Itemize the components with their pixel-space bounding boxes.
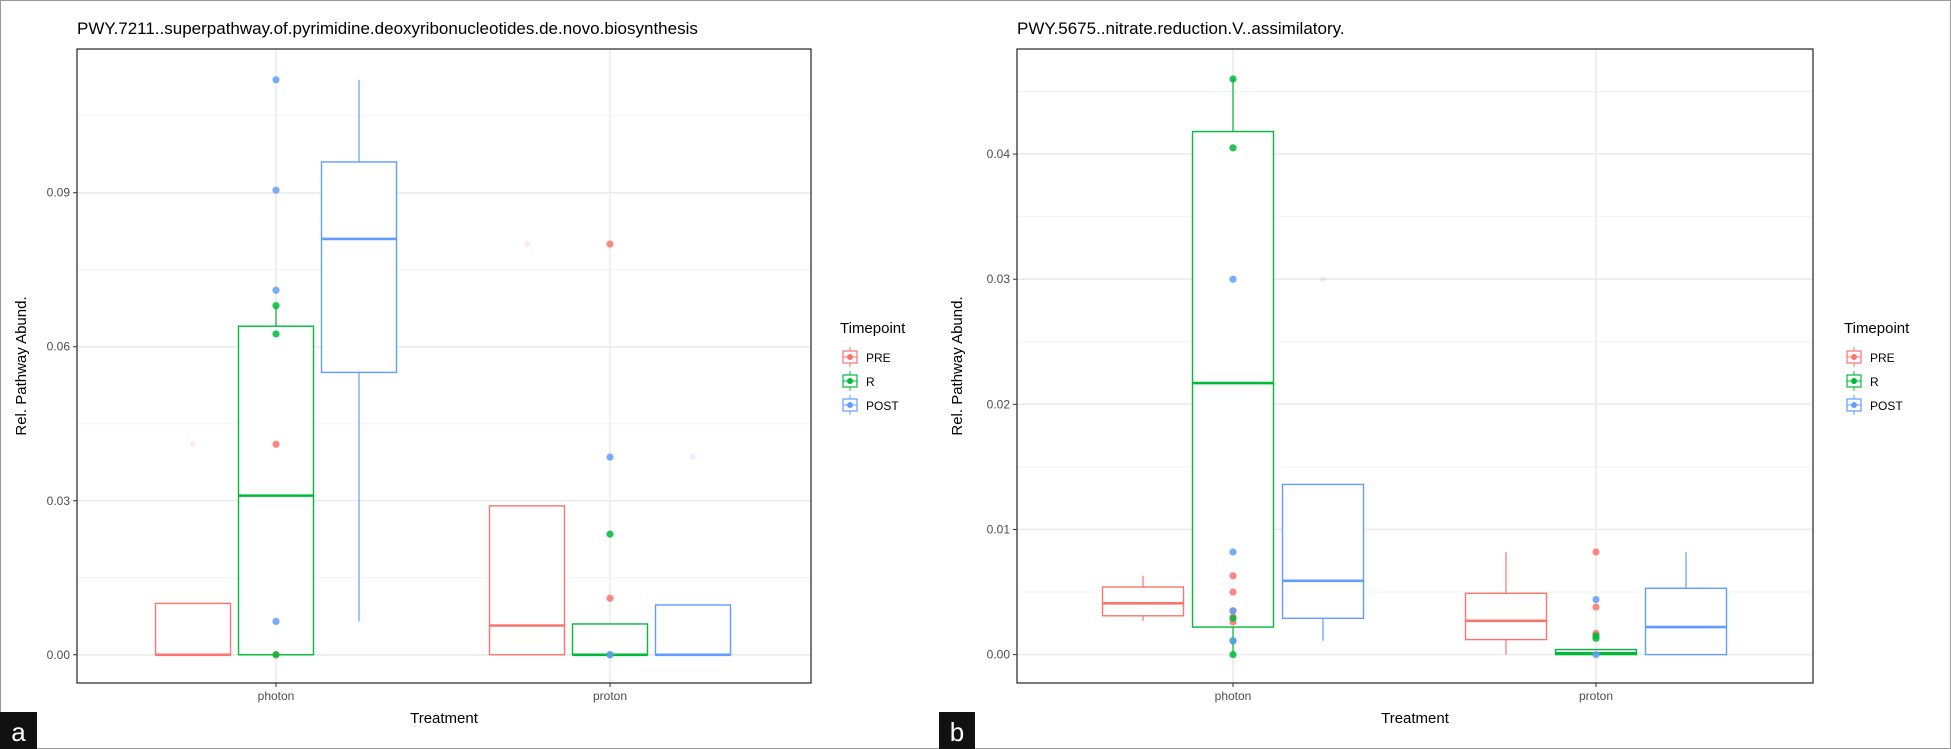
panel-label: a (11, 717, 26, 747)
data-point-PRE (1592, 548, 1600, 556)
legend-entry-label: PRE (866, 351, 891, 365)
panel-b: 0.00 0.01 0.02 0.03 0.04 photon proton PWY.5675… (939, 19, 1910, 749)
box (320, 161, 398, 374)
legend-entry-label: POST (1870, 399, 1903, 413)
legend-key-point (847, 378, 853, 384)
box (488, 505, 566, 656)
data-point-PRE (606, 240, 614, 248)
x-axis-label: Treatment (1381, 710, 1450, 727)
box-POST-proton (654, 454, 732, 657)
box (1101, 586, 1185, 617)
legend-title: Timepoint (1844, 320, 1910, 337)
box (1644, 587, 1728, 656)
y-tick-label: 0.00 (987, 648, 1011, 662)
data-point-R (1229, 650, 1237, 659)
y-tick-label: 0.09 (47, 186, 71, 200)
data-point-POST (272, 286, 280, 294)
y-tick-label: 0.06 (47, 340, 71, 354)
box (1464, 592, 1548, 641)
legend-entry-label: POST (866, 399, 899, 413)
legend-entry-label: PRE (1870, 351, 1895, 365)
box (571, 623, 649, 656)
data-point-R (272, 330, 280, 338)
data-point-POST (606, 453, 614, 461)
box-POST-photon (1281, 276, 1365, 641)
y-tick-label: 0.03 (47, 494, 71, 508)
panel-label: b (950, 717, 964, 747)
box (1281, 483, 1365, 620)
data-point-R (1229, 75, 1237, 83)
data-point-POST (1229, 275, 1237, 283)
y-axis-label: Rel. Pathway Abund. (13, 296, 30, 435)
y-axis-label: Rel. Pathway Abund. (949, 296, 966, 435)
box-R-photon (237, 305, 315, 656)
data-point-R (1592, 634, 1600, 642)
legend-title: Timepoint (840, 320, 906, 337)
box-POST-photon (320, 79, 398, 622)
x-tick-label: proton (1579, 689, 1613, 703)
data-point-PRE (606, 594, 614, 602)
box (654, 604, 732, 656)
box-PRE-photon (1101, 575, 1185, 621)
outlier-point (1320, 276, 1326, 283)
data-point-PRE (272, 440, 280, 448)
data-point-PRE (1229, 572, 1237, 580)
y-tick-label: 0.01 (987, 522, 1011, 536)
outlier-point (690, 454, 696, 461)
box-R-photon (1191, 79, 1275, 655)
data-point-R (1229, 144, 1237, 152)
data-point-POST (1592, 595, 1600, 604)
data-point-PRE (1229, 588, 1237, 596)
plot-border (76, 48, 812, 684)
x-tick-label: photon (1215, 689, 1252, 703)
legend-entry-label: R (866, 375, 875, 389)
legend-key-point (847, 402, 853, 408)
outlier-point (190, 441, 196, 448)
box (154, 602, 232, 656)
x-tick-label: proton (593, 689, 627, 703)
outlier-point (524, 241, 530, 248)
panel-a: 0.00 0.03 0.06 0.09 photon proton PWY.7211..su… (0, 19, 906, 749)
data-point-POST (1229, 548, 1237, 556)
box (1191, 130, 1275, 628)
data-point-POST (606, 651, 614, 659)
data-point-R (1229, 614, 1237, 622)
data-point-R (272, 651, 280, 659)
y-tick-label: 0.00 (47, 648, 71, 662)
legend-key-point (1851, 378, 1857, 384)
x-tick-label: photon (258, 689, 295, 703)
box-POST-proton (1644, 551, 1728, 656)
box (237, 325, 315, 656)
y-tick-label: 0.03 (987, 272, 1011, 286)
data-point-POST (1229, 637, 1237, 645)
data-point-POST (272, 617, 280, 625)
box-R-proton (571, 623, 649, 657)
legend: Timepoint PRE R POST (840, 320, 906, 415)
legend-key-point (1851, 354, 1857, 360)
box-PRE-proton (488, 241, 566, 656)
legend-entry-label: R (1870, 375, 1879, 389)
y-tick-label: 0.04 (987, 147, 1011, 161)
data-point-R (606, 530, 614, 538)
chart-title: PWY.7211..superpathway.of.pyrimidine.deo… (77, 19, 698, 38)
chart-title: PWY.5675..nitrate.reduction.V..assimilat… (1017, 19, 1345, 38)
panel-badge (0, 712, 37, 749)
data-point-POST (272, 76, 280, 84)
data-point-PRE (1592, 603, 1600, 611)
panel-badge (939, 712, 975, 749)
x-axis-label: Treatment (410, 710, 479, 727)
box-PRE-photon (154, 441, 232, 657)
plot-border (1016, 48, 1814, 684)
box-PRE-proton (1464, 551, 1548, 655)
data-point-POST (272, 186, 280, 194)
legend-key-point (1851, 402, 1857, 408)
data-point-R (272, 302, 280, 310)
data-point-POST (1592, 650, 1600, 659)
data-point-POST (1229, 607, 1237, 615)
y-tick-label: 0.02 (987, 397, 1011, 411)
legend-key-point (847, 354, 853, 360)
legend: Timepoint PRE R POST (1844, 320, 1910, 415)
